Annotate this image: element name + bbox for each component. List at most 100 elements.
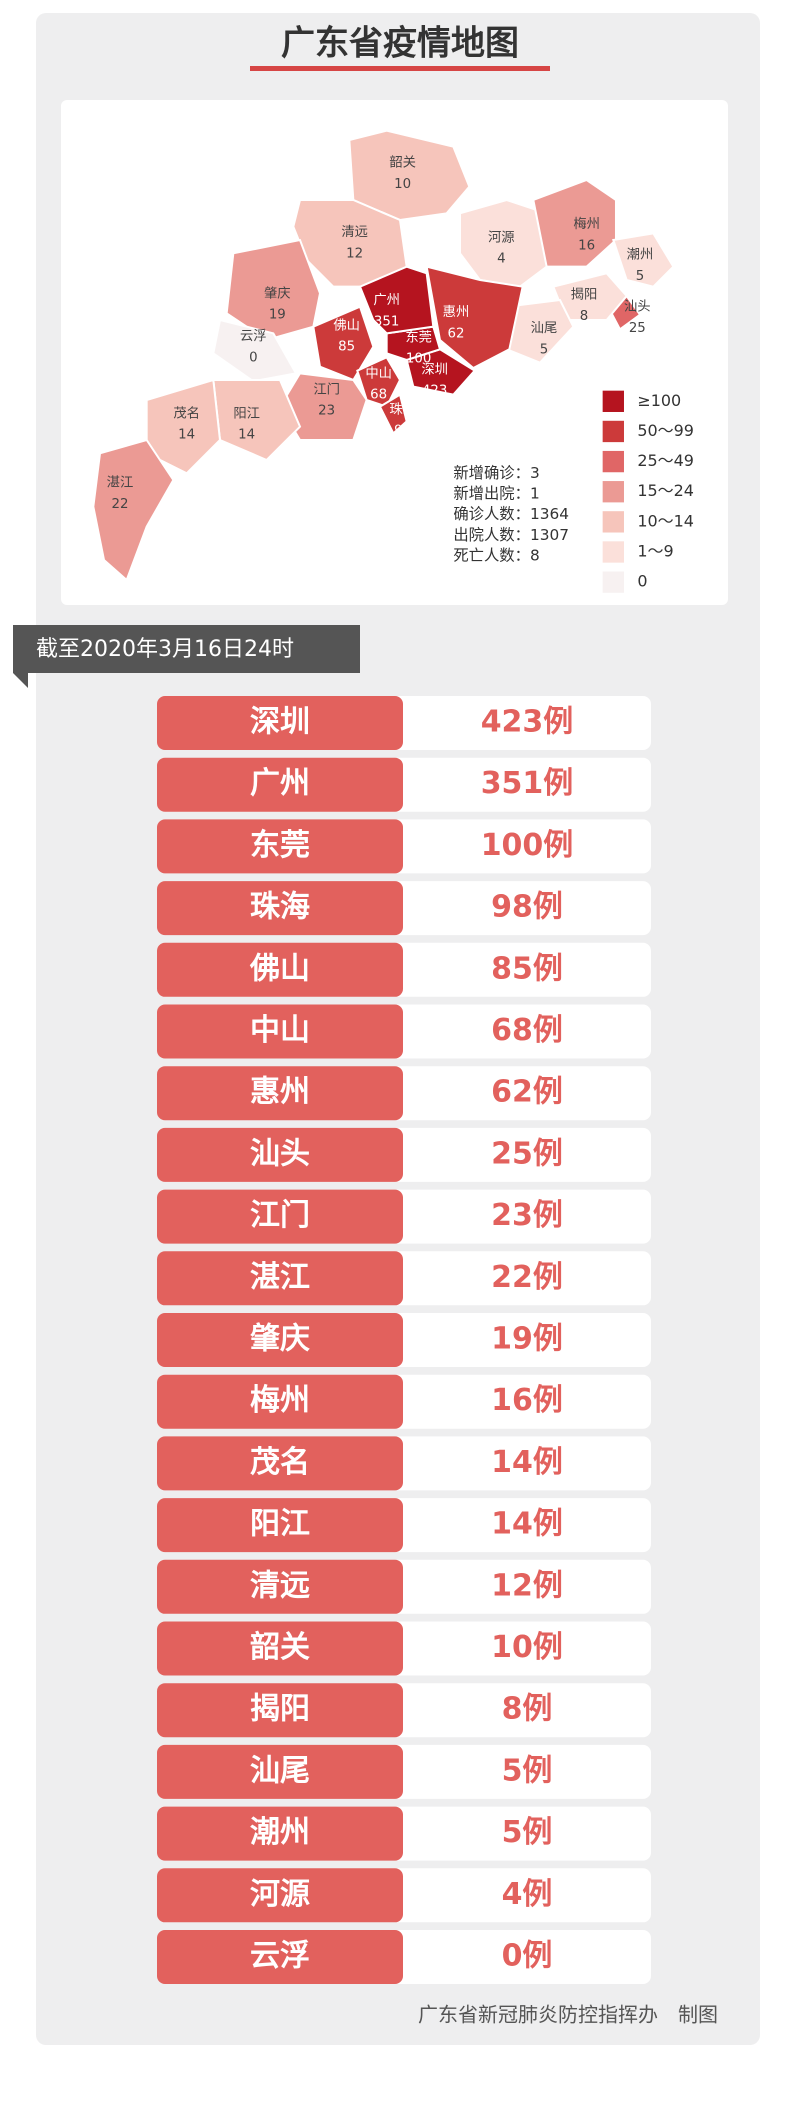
row-value: 100例 — [481, 828, 574, 863]
map-stat: 新增确诊：3 — [453, 464, 539, 482]
title-underline — [250, 66, 550, 71]
region-value: 62 — [448, 326, 465, 341]
region-value: 85 — [338, 340, 355, 355]
map-region — [92, 438, 175, 582]
region-value: 423 — [422, 384, 447, 399]
map-region — [356, 356, 402, 408]
map-region — [358, 265, 435, 335]
row-value: 62例 — [491, 1075, 563, 1110]
legend-label: 25～49 — [637, 451, 694, 470]
row-city: 深圳 — [250, 705, 310, 740]
row-city: 茂名 — [250, 1445, 310, 1480]
row-value-cell — [390, 1004, 651, 1059]
region-name: 惠州 — [443, 304, 470, 320]
row-city: 阳江 — [250, 1507, 310, 1542]
row-value-cell — [390, 1189, 651, 1244]
legend-swatch — [602, 511, 624, 533]
row-value-cell — [390, 1683, 651, 1738]
map-stat: 新增出院：1 — [453, 484, 539, 502]
row-value-cell — [390, 696, 651, 750]
region-name: 肇庆 — [264, 285, 291, 301]
row-city-cell — [157, 1374, 403, 1429]
legend-swatch — [602, 390, 624, 412]
region-value: 25 — [629, 321, 646, 336]
date-banner — [13, 625, 360, 688]
region-name: 广州 — [373, 292, 400, 308]
row-value-cell — [390, 1559, 651, 1614]
row-city: 河源 — [250, 1877, 310, 1912]
region-value: 12 — [346, 246, 363, 261]
region-value: 10 — [394, 177, 411, 192]
map-region — [458, 198, 548, 288]
row-city-cell — [157, 1868, 403, 1923]
row-value-cell — [390, 1498, 651, 1553]
region-name: 茂名 — [173, 405, 200, 421]
region-value: 19 — [269, 308, 286, 323]
row-city: 东莞 — [250, 828, 310, 863]
region-name: 潮州 — [627, 247, 654, 263]
legend-label: ≥100 — [637, 391, 681, 410]
map-stat: 死亡人数：8 — [453, 546, 539, 564]
region-value: 100 — [406, 352, 431, 367]
row-value-cell — [390, 1374, 651, 1429]
row-city-cell — [157, 696, 403, 750]
row-city: 汕尾 — [250, 1753, 310, 1788]
row-city-cell — [157, 1744, 403, 1799]
row-value: 98例 — [491, 890, 563, 925]
row-value: 351例 — [481, 766, 574, 801]
row-value-cell — [390, 819, 651, 874]
row-value: 5例 — [502, 1753, 553, 1788]
map: 韶关 10 清远 12 河源 4 梅州 16 潮州 5 汕头 25 揭阳 8 汕尾 5 惠州 62 深圳 423 东莞 1… — [92, 129, 694, 593]
row-city-cell — [157, 1127, 403, 1182]
row-city: 潮州 — [250, 1815, 310, 1850]
row-value: 5例 — [502, 1815, 553, 1850]
region-value: 22 — [112, 497, 129, 512]
row-value-cell — [390, 1127, 651, 1182]
legend-swatch — [602, 571, 624, 593]
region-value: 4 — [497, 252, 505, 267]
region-name: 韶关 — [389, 155, 416, 171]
region-name: 中山 — [365, 365, 392, 381]
row-city-cell — [157, 942, 403, 997]
region-name: 东莞 — [405, 329, 432, 345]
region-value: 351 — [374, 314, 399, 329]
row-city-cell — [157, 1621, 403, 1676]
region-name: 阳江 — [233, 405, 260, 421]
row-value-cell — [390, 1744, 651, 1799]
row-city-cell — [157, 819, 403, 874]
legend-label: 10～14 — [637, 511, 694, 530]
region-value: 14 — [178, 428, 195, 443]
region-name: 梅州 — [573, 216, 600, 232]
legend-swatch — [602, 420, 624, 443]
row-city-cell — [157, 1683, 403, 1738]
legend-label: 15～24 — [637, 481, 694, 500]
row-city: 梅州 — [250, 1383, 310, 1418]
region-value: 14 — [238, 428, 255, 443]
region-name: 湛江 — [107, 475, 134, 491]
row-city: 清远 — [250, 1568, 310, 1603]
map-region — [312, 305, 375, 382]
row-city: 汕头 — [250, 1136, 310, 1171]
region-name: 江门 — [313, 381, 340, 397]
row-city-cell — [157, 1251, 403, 1306]
row-city-cell — [157, 1930, 403, 1984]
region-name: 云浮 — [240, 328, 267, 344]
row-value-cell — [390, 1806, 651, 1861]
row-city: 中山 — [250, 1013, 310, 1048]
row-city: 揭阳 — [250, 1692, 310, 1727]
row-city-cell — [157, 1806, 403, 1861]
region-name: 清远 — [341, 224, 368, 240]
row-value: 85例 — [491, 951, 563, 986]
region-value: 98 — [394, 424, 411, 439]
map-region — [611, 232, 675, 288]
legend-swatch — [602, 450, 624, 473]
region-value: 16 — [578, 238, 595, 253]
row-city: 广州 — [250, 766, 310, 801]
row-value: 14例 — [491, 1507, 563, 1542]
legend-label: 1～9 — [637, 541, 673, 560]
map-region — [225, 238, 322, 342]
row-value: 22例 — [491, 1260, 563, 1295]
row-value-cell — [390, 1621, 651, 1676]
